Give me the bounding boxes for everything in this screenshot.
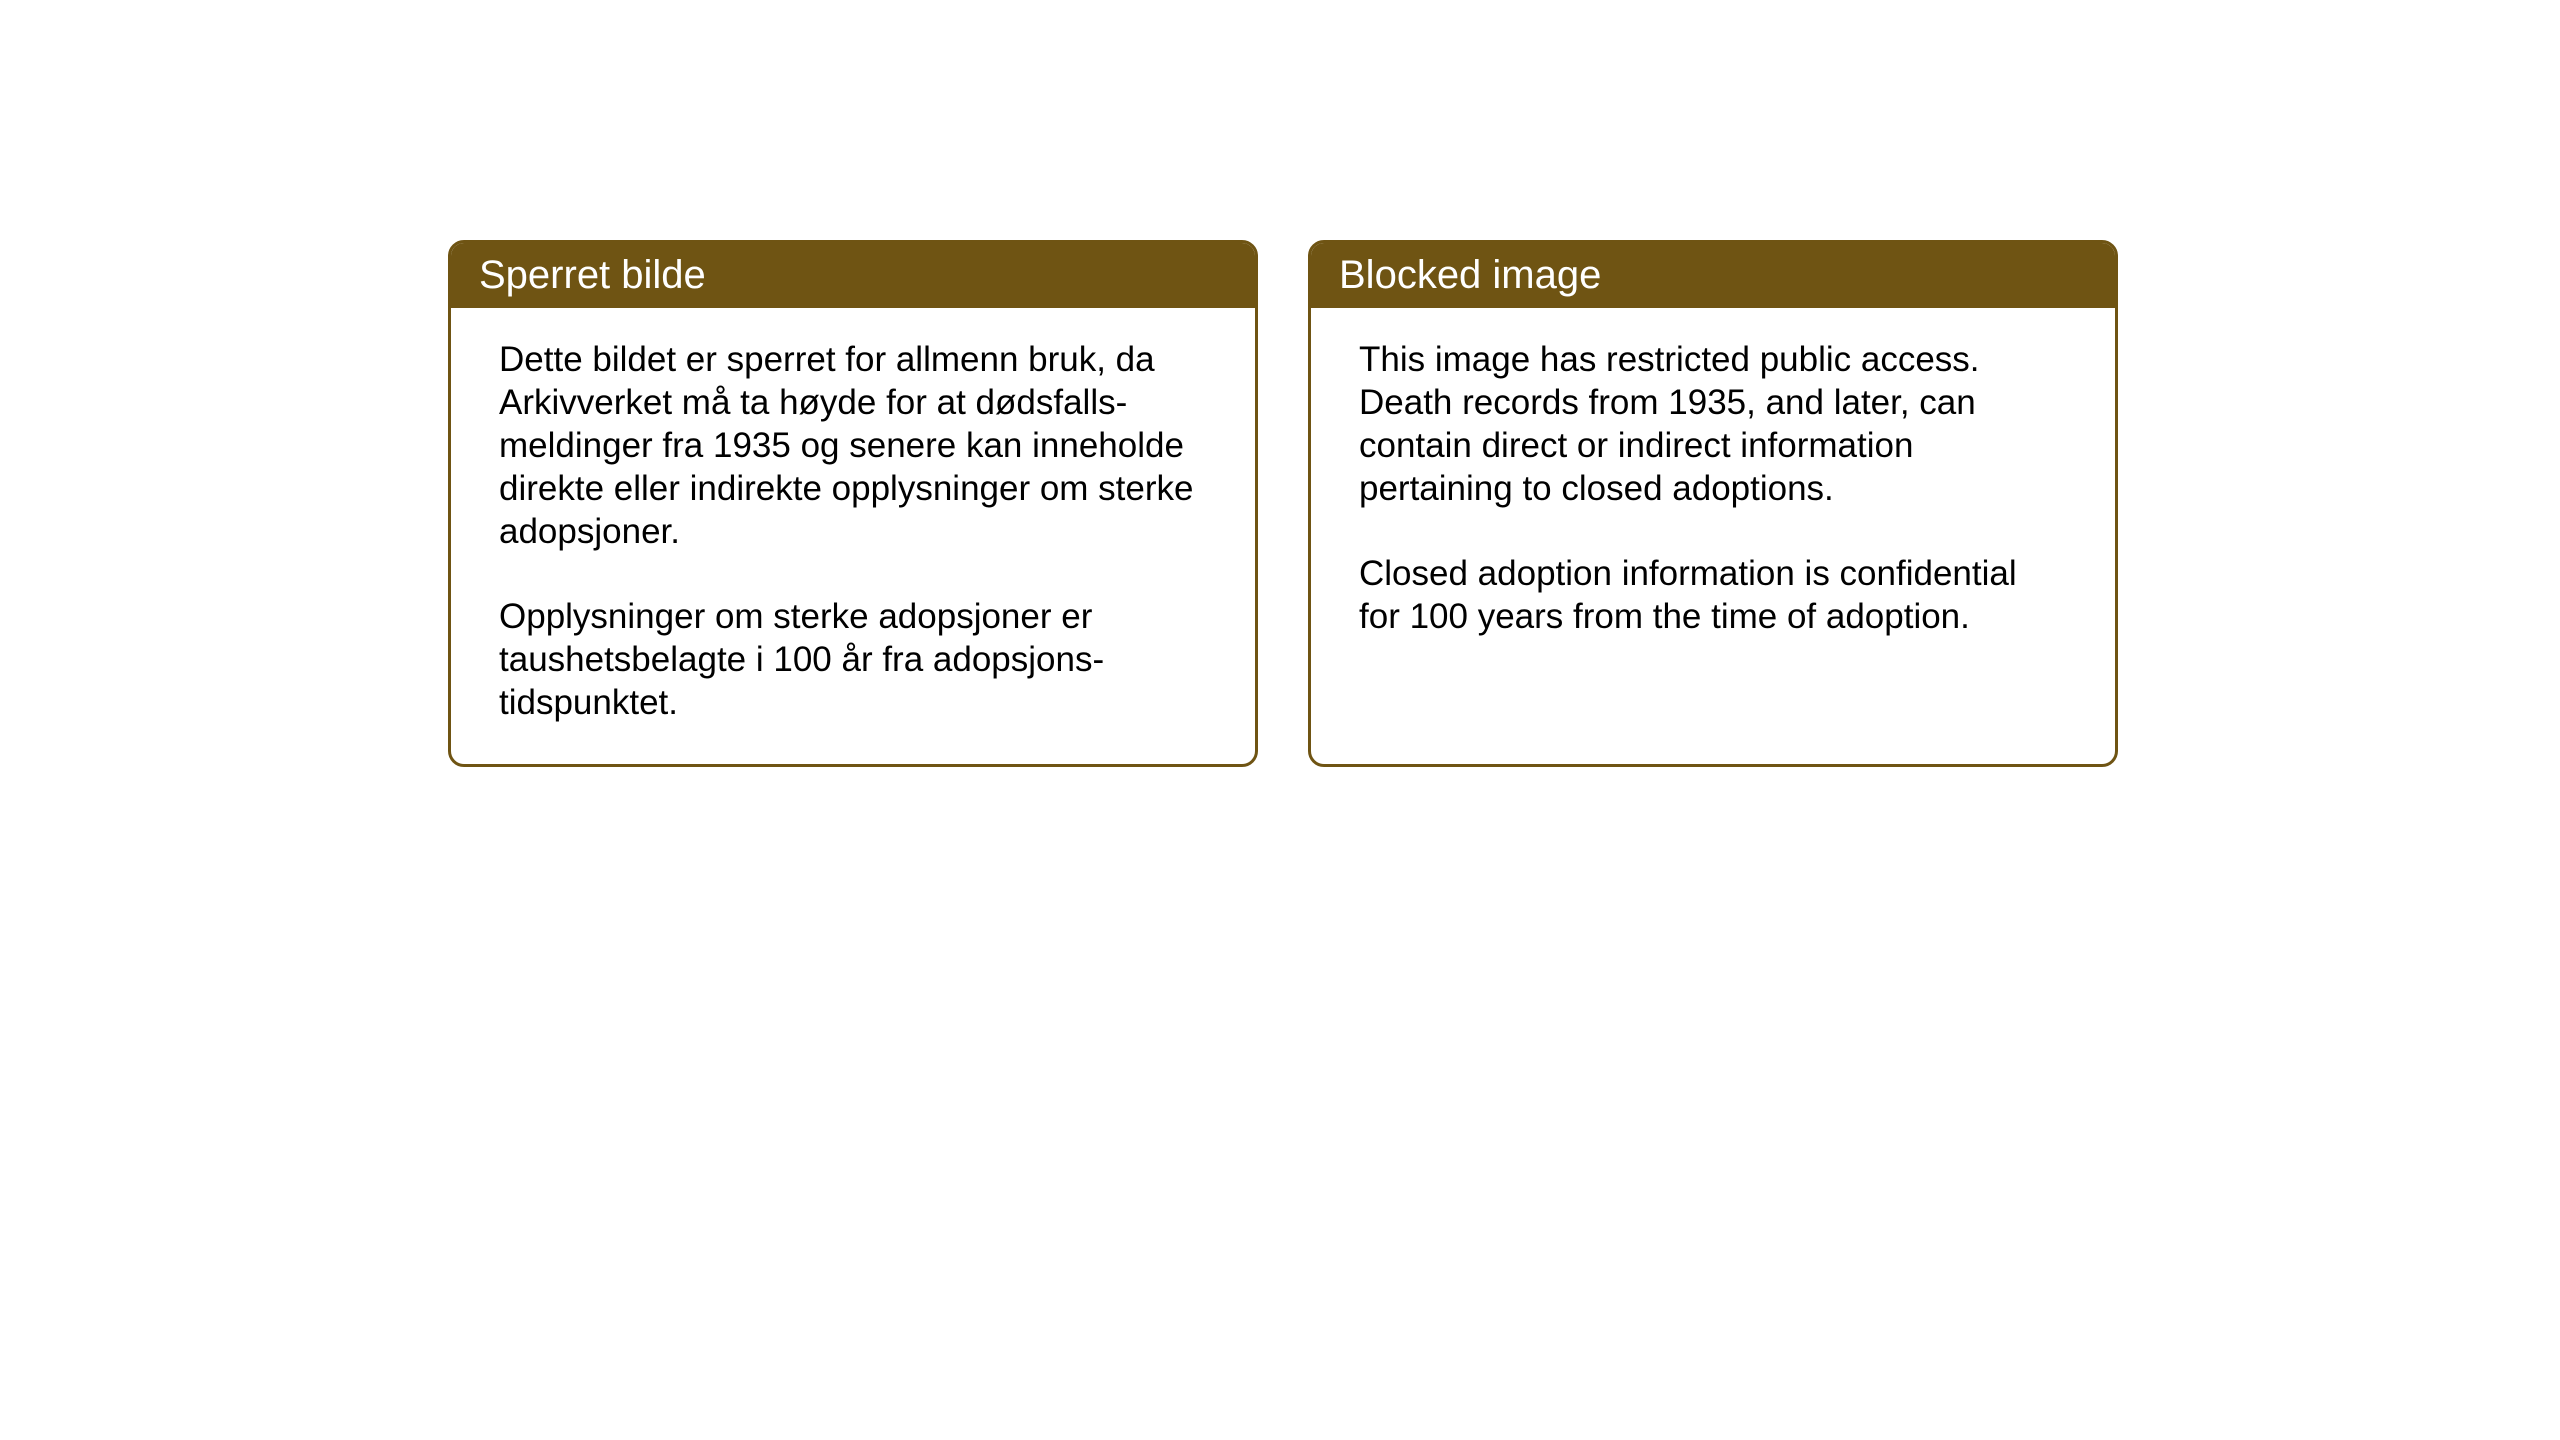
- notice-paragraph-1-english: This image has restricted public access.…: [1359, 338, 2067, 510]
- notice-body-norwegian: Dette bildet er sperret for allmenn bruk…: [451, 308, 1255, 764]
- notice-card-english: Blocked image This image has restricted …: [1308, 240, 2118, 767]
- notice-header-english: Blocked image: [1311, 243, 2115, 308]
- notice-paragraph-2-english: Closed adoption information is confident…: [1359, 552, 2067, 638]
- notice-title-english: Blocked image: [1339, 253, 1601, 297]
- notice-header-norwegian: Sperret bilde: [451, 243, 1255, 308]
- notice-container: Sperret bilde Dette bildet er sperret fo…: [448, 240, 2118, 767]
- notice-paragraph-2-norwegian: Opplysninger om sterke adopsjoner er tau…: [499, 595, 1207, 724]
- notice-title-norwegian: Sperret bilde: [479, 253, 706, 297]
- notice-paragraph-1-norwegian: Dette bildet er sperret for allmenn bruk…: [499, 338, 1207, 553]
- notice-card-norwegian: Sperret bilde Dette bildet er sperret fo…: [448, 240, 1258, 767]
- notice-body-english: This image has restricted public access.…: [1311, 308, 2115, 748]
